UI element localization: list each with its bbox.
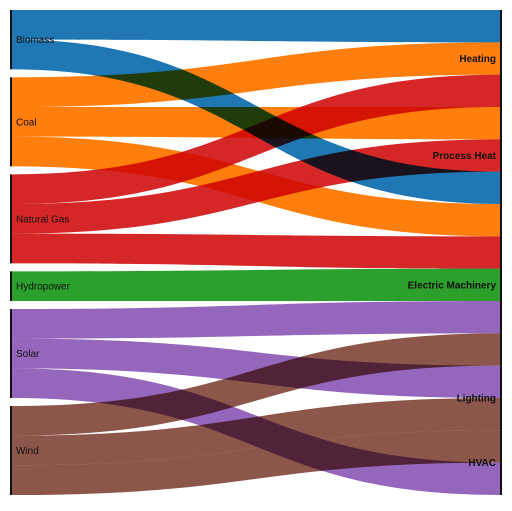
link-wind-to-hvac <box>12 430 500 495</box>
source-label-wind: Wind <box>16 446 39 457</box>
link-biomass-to-heating <box>12 10 500 43</box>
target-node-lighting <box>500 365 502 431</box>
source-label-natural_gas: Natural Gas <box>16 214 69 225</box>
source-label-coal: Coal <box>16 117 37 128</box>
link-coal-to-heating <box>12 42 500 107</box>
link-hydropower-to-electric_machinery <box>12 268 500 301</box>
link-wind-to-lighting <box>12 398 500 466</box>
link-natural_gas-to-heating <box>12 74 500 204</box>
source-label-hydropower: Hydropower <box>16 282 71 293</box>
source-node-wind <box>10 406 12 495</box>
source-node-solar <box>10 309 12 398</box>
source-node-hydropower <box>10 271 12 301</box>
source-node-biomass <box>10 10 12 70</box>
target-node-heating <box>500 10 502 107</box>
node-layer <box>10 10 502 495</box>
link-solar-to-electric_machinery <box>12 301 500 339</box>
target-label-heating: Heating <box>459 54 496 65</box>
link-natural_gas-to-process_heat <box>12 139 500 234</box>
label-layer: Biomass Coal Natural Gas Hydropower Solar Win… <box>16 35 497 469</box>
source-node-coal <box>10 77 12 167</box>
link-layer <box>12 10 500 495</box>
link-natural_gas-to-electric_machinery <box>12 233 500 269</box>
target-node-process_heat <box>500 107 502 204</box>
source-label-solar: Solar <box>16 349 40 360</box>
target-node-hvac <box>500 430 502 495</box>
target-label-lighting: Lighting <box>457 394 496 405</box>
target-label-hvac: HVAC <box>468 458 496 469</box>
source-node-natural_gas <box>10 174 12 264</box>
link-wind-to-electric_machinery <box>12 333 500 436</box>
target-node-electric_machinery <box>500 204 502 366</box>
target-label-electric_machinery: Electric Machinery <box>408 280 497 291</box>
target-label-process_heat: Process Heat <box>433 151 497 162</box>
source-label-biomass: Biomass <box>16 35 54 46</box>
link-solar-to-lighting <box>12 338 500 398</box>
